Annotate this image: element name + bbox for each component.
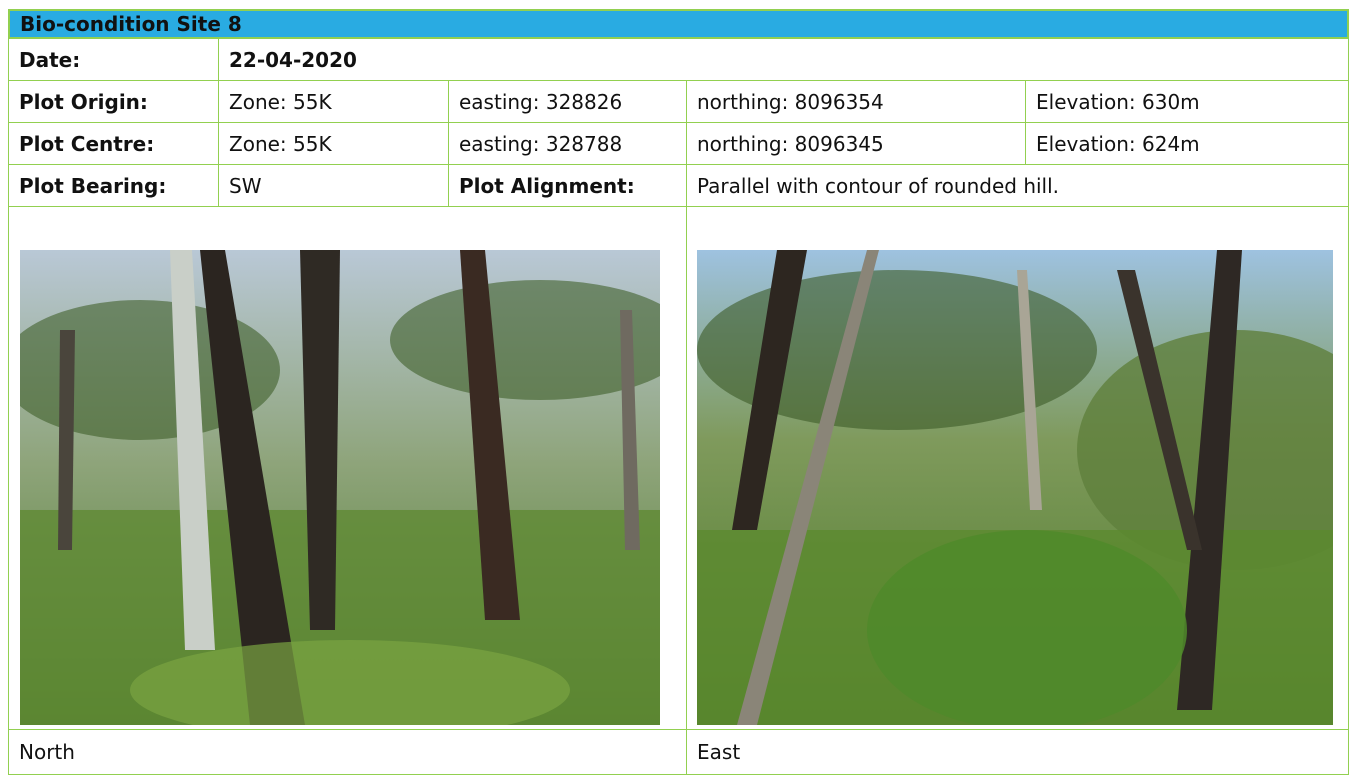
- photo-east: [697, 250, 1333, 725]
- label-cell: Plot Centre:: [8, 122, 219, 165]
- value-cell: Zone: 55K: [218, 80, 449, 123]
- page: Bio-condition Site 8 Date: 22-04-2020 Pl…: [0, 0, 1357, 769]
- value-cell: northing: 8096354: [686, 80, 1026, 123]
- photo-caption: North: [8, 729, 687, 775]
- label-cell: Plot Bearing:: [8, 164, 219, 207]
- photo-caption: East: [686, 729, 1349, 775]
- value-cell: Parallel with contour of rounded hill.: [686, 164, 1349, 207]
- label-cell: Plot Origin:: [8, 80, 219, 123]
- value-cell: SW: [218, 164, 449, 207]
- date-cell: 22-04-2020: [218, 38, 1349, 81]
- photo-north: [20, 250, 660, 725]
- value-cell: Zone: 55K: [218, 122, 449, 165]
- value-cell: easting: 328826: [448, 80, 687, 123]
- label-cell: Plot Alignment:: [448, 164, 687, 207]
- value-cell: Elevation: 624m: [1025, 122, 1349, 165]
- value-cell: northing: 8096345: [686, 122, 1026, 165]
- label-cell: Date:: [8, 38, 219, 81]
- value-cell: easting: 328788: [448, 122, 687, 165]
- site-title: Bio-condition Site 8: [8, 9, 1349, 39]
- value-cell: Elevation: 630m: [1025, 80, 1349, 123]
